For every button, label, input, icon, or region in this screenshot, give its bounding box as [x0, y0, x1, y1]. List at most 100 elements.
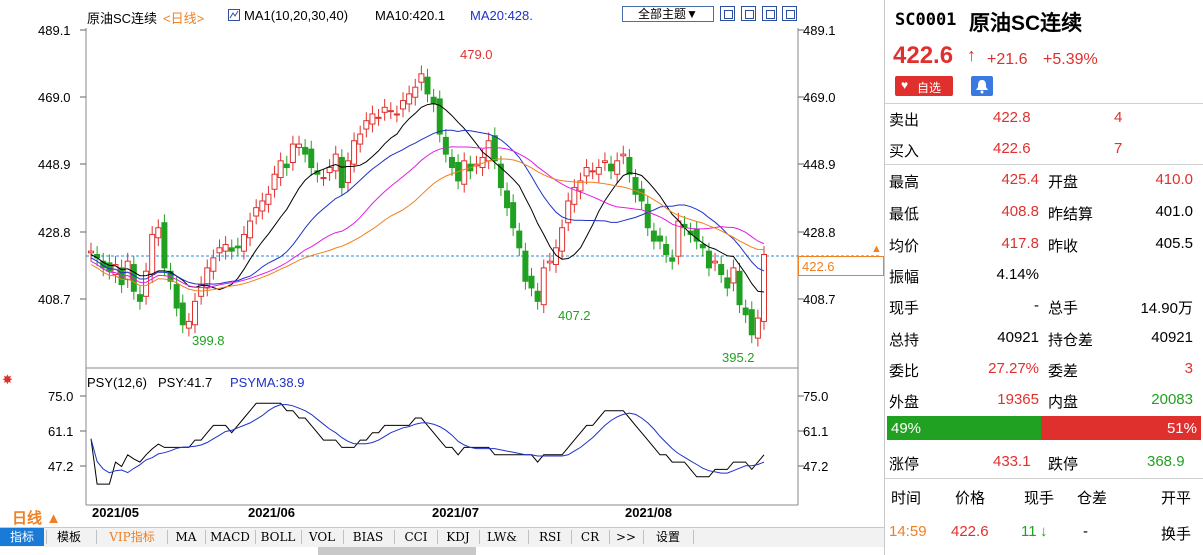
stat-value: 19365: [997, 391, 1039, 408]
trade-header-time: 时间: [891, 490, 922, 507]
stat-label: 总手: [1048, 300, 1079, 317]
tab-boll[interactable]: BOLL: [260, 530, 296, 544]
ma40-line: [90, 158, 765, 292]
candle-body: [540, 267, 547, 306]
sell-label: 卖出: [889, 112, 920, 129]
tab-settings[interactable]: 设置: [655, 530, 680, 544]
bottom-tab-bar: [0, 527, 884, 547]
psy-tick: 75.0: [803, 389, 829, 404]
tab-template[interactable]: 模板: [56, 530, 81, 544]
ma20-value: MA20:428.: [470, 8, 533, 23]
buy-price: 422.6: [993, 140, 1031, 157]
candle-body: [289, 143, 296, 163]
tab-rsi[interactable]: RSI: [539, 530, 561, 544]
zoom-out-icon[interactable]: [741, 6, 756, 21]
favorite-button[interactable]: ♥ 自选: [895, 76, 953, 96]
alert-button[interactable]: [971, 76, 993, 96]
time-tick: 2021/05: [92, 505, 139, 520]
tab-cci[interactable]: CCI: [404, 530, 428, 544]
indicator-settings-icon[interactable]: ✸: [2, 372, 13, 387]
limit-down-value: 368.9: [1147, 453, 1185, 470]
candle-body: [277, 160, 284, 179]
candle-body: [344, 160, 351, 184]
psy-tick: 75.0: [48, 389, 74, 404]
price-tick: 448.9: [38, 157, 71, 172]
candle-body: [510, 202, 517, 229]
stat-value: 401.0: [1155, 203, 1193, 220]
candle-body: [234, 245, 241, 249]
quote-panel: SC0001 原油SC连续 422.6 ↑ +21.6 +5.39% ♥ 自选 …: [884, 0, 1203, 555]
candle-body: [326, 167, 333, 174]
candle-body: [192, 300, 199, 326]
candle-body: [185, 320, 192, 329]
stat-value: 410.0: [1155, 171, 1193, 188]
theme-button[interactable]: 全部主题▼: [622, 6, 714, 22]
period-button[interactable]: 日线 ▲: [0, 505, 86, 527]
candle-body: [363, 120, 370, 130]
candle-body: [418, 73, 425, 83]
zoom-in-icon[interactable]: [720, 6, 735, 21]
stat-label: 昨收: [1048, 238, 1079, 255]
low-annotation: 407.2: [558, 308, 591, 323]
ma-toggle-icon[interactable]: [228, 9, 240, 21]
stat-label: 振幅: [889, 269, 920, 286]
candle-body: [216, 247, 223, 254]
tab-macd[interactable]: MACD: [210, 530, 250, 544]
candle-body: [369, 113, 376, 125]
psy-line: [90, 402, 765, 485]
tab-vip-indicator[interactable]: VIP指标: [109, 530, 155, 544]
candle-body: [595, 167, 602, 175]
chart-panel[interactable]: 原油SC连续 <日线> MA1(10,20,30,40) MA10:420.1 …: [0, 0, 884, 555]
tab-lw[interactable]: LW&: [487, 530, 517, 544]
stat-label: 外盘: [889, 394, 920, 411]
instrument-name: 原油SC连续: [969, 12, 1083, 35]
candle-body: [687, 230, 694, 235]
price-tick: 408.7: [803, 292, 836, 307]
candle-body: [761, 254, 767, 322]
candle-body: [748, 309, 755, 336]
tab-more[interactable]: >>: [615, 530, 637, 544]
price-tick: 428.8: [803, 225, 836, 240]
price-tick: 408.7: [38, 292, 71, 307]
candle-body: [136, 294, 143, 302]
candle-body: [210, 257, 217, 272]
tab-bias[interactable]: BIAS: [352, 530, 384, 544]
stat-value: 14.90万: [1140, 300, 1193, 317]
candle-body: [712, 260, 719, 264]
tab-vol[interactable]: VOL: [308, 530, 336, 544]
candle-body: [161, 222, 168, 269]
candle-body: [179, 302, 186, 326]
candle-body: [393, 113, 400, 116]
psyma-value: PSYMA:38.9: [230, 375, 305, 390]
tab-indicator[interactable]: 指标: [0, 528, 44, 546]
candlestick-chart[interactable]: [0, 0, 884, 555]
price-tick: 428.8: [38, 225, 71, 240]
current-price-tag: 422.6: [798, 256, 884, 276]
candle-body: [461, 160, 468, 185]
candle-body: [577, 180, 584, 192]
scroll-right-icon[interactable]: [782, 6, 797, 21]
buy-volume: 7: [1114, 140, 1123, 157]
tab-ma[interactable]: MA: [175, 530, 197, 544]
stat-label: 委比: [889, 363, 920, 380]
ma-label: MA1(10,20,30,40): [244, 8, 349, 23]
candle-body: [259, 200, 266, 212]
candle-body: [552, 247, 559, 266]
candle-body: [528, 275, 535, 289]
candle-body: [736, 270, 743, 306]
candle-body: [724, 277, 731, 289]
horizontal-scrollbar[interactable]: [318, 547, 476, 555]
candle-body: [400, 100, 407, 110]
tab-kdj[interactable]: KDJ: [446, 530, 470, 544]
stat-value: 3: [1184, 360, 1193, 377]
candle-body: [626, 156, 633, 175]
price-tick: 489.1: [38, 23, 71, 38]
candle-body: [705, 250, 712, 269]
price-change: +21.6: [987, 51, 1028, 68]
tab-cr[interactable]: CR: [580, 530, 600, 544]
scroll-left-icon[interactable]: [762, 6, 777, 21]
candle-body: [516, 230, 523, 249]
instrument-title: 原油SC连续: [87, 11, 158, 26]
period-label[interactable]: <日线>: [163, 11, 205, 26]
candle-body: [442, 136, 449, 155]
